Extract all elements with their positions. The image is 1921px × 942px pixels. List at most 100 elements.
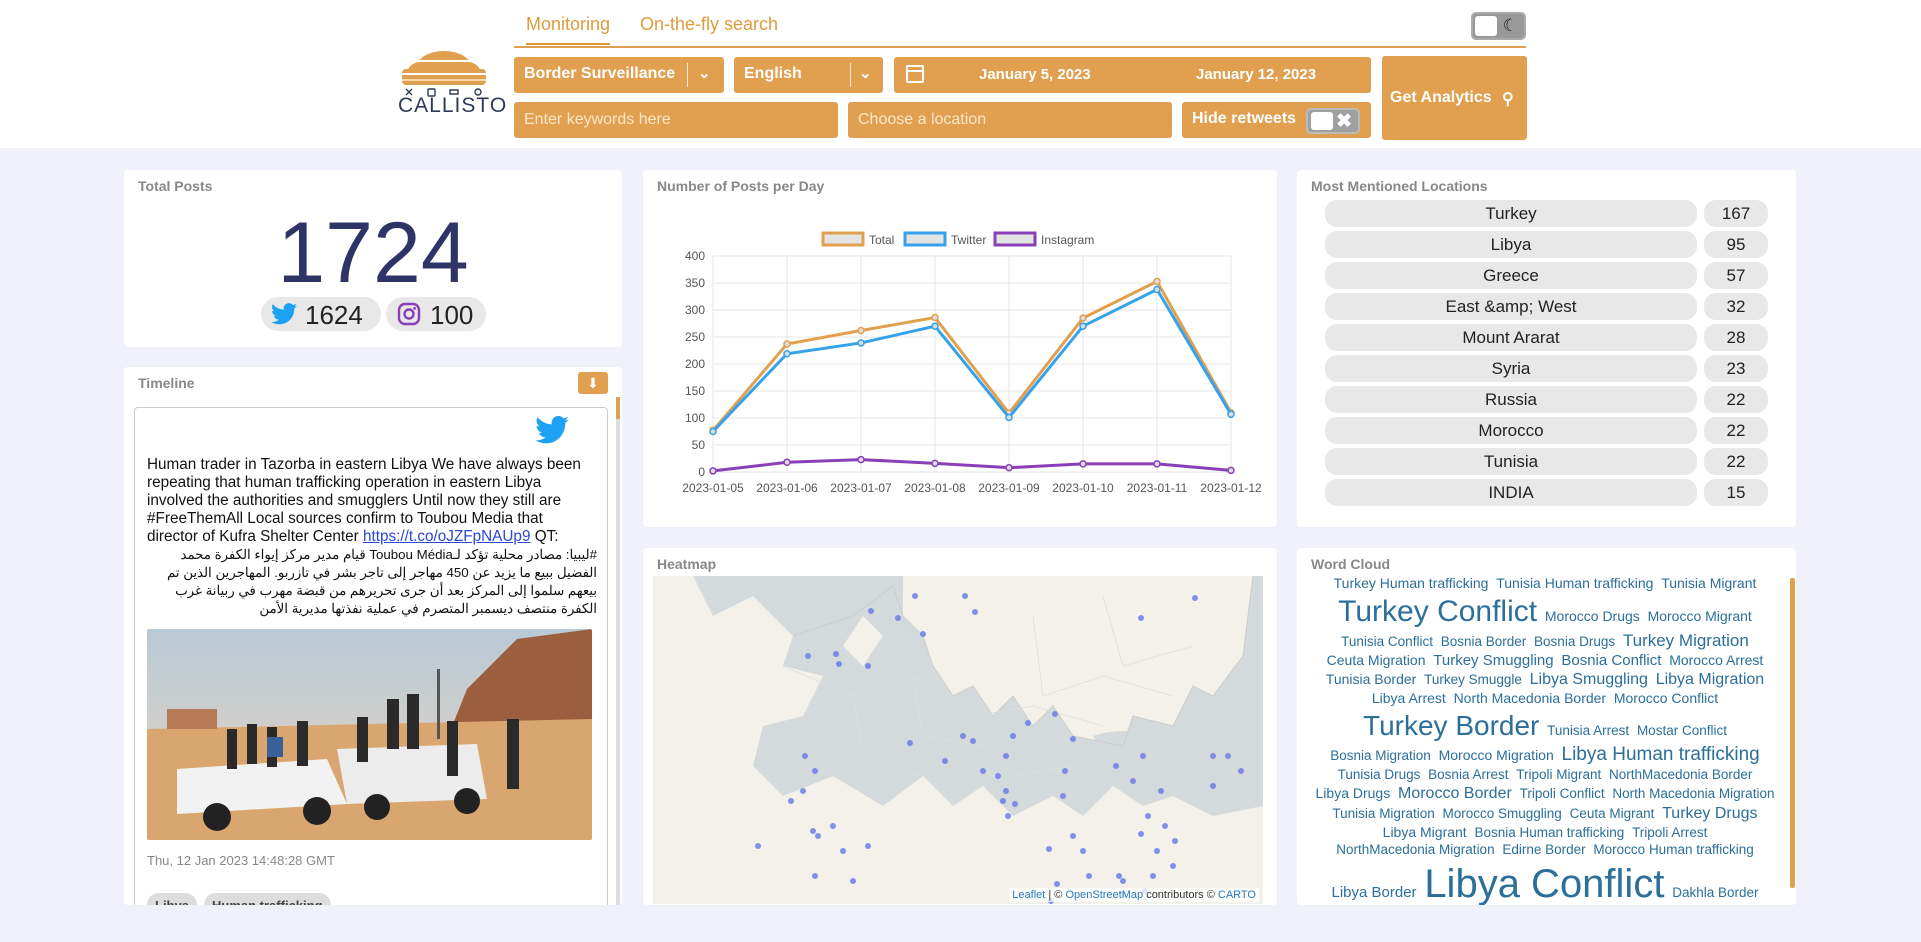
word-cloud-scrollbar[interactable] [1790,578,1795,888]
word-cloud-term[interactable]: Tunisia Border [1325,671,1417,688]
word-cloud-term[interactable]: Tunisia Migrant [1661,575,1757,591]
word-cloud-term[interactable]: Tripoli Migrant [1516,767,1602,782]
word-cloud-term[interactable]: Bosnia Human trafficking [1474,824,1625,840]
legend-swatch [821,231,865,247]
word-cloud-term[interactable]: Bosnia Arrest [1428,767,1509,782]
word-cloud-term[interactable]: Tunisia Drugs [1337,767,1421,782]
word-cloud-term[interactable]: Edirne Border [1502,841,1586,857]
date-start: January 5, 2023 [979,66,1091,83]
heatmap-point [1003,753,1009,759]
word-cloud-term[interactable]: Libya Arrest [1371,690,1446,707]
word-cloud-term[interactable]: Bosnia Drugs [1534,634,1616,650]
word-cloud-term[interactable]: Turkey Drugs [1662,804,1758,822]
twitter-count-pill: 1624 [261,297,381,331]
location-count: 22 [1704,448,1768,475]
word-cloud-term[interactable]: NorthMacedonia Border [1609,767,1753,782]
heatmap-map[interactable]: Leaflet | © OpenStreetMap contributors ©… [653,576,1263,904]
word-cloud-term[interactable]: Dakhla Border [1672,884,1759,900]
twitter-icon [535,416,569,444]
location-row[interactable]: Morocco 22 [1325,417,1770,444]
word-cloud-term[interactable]: Tunisia Conflict [1341,634,1433,650]
word-cloud-term[interactable]: NorthMacedonia Migration [1336,841,1495,857]
post-link[interactable]: https://t.co/oJZFpNAUp9 [362,528,531,545]
x-tick-label: 2023-01-05 [682,481,744,495]
word-cloud-term[interactable]: Tripoli Conflict [1519,785,1605,801]
card-title: Word Cloud [1311,556,1391,572]
word-cloud-term[interactable]: Libya Human trafficking [1561,744,1760,766]
carto-link[interactable]: CARTO [1217,889,1256,901]
word-cloud-term[interactable]: Ceuta Migration [1326,651,1426,668]
word-cloud-term[interactable]: Libya Migration [1655,671,1765,689]
word-cloud-term[interactable]: North Macedonia Border [1453,690,1607,707]
location-row[interactable]: Russia 22 [1325,386,1770,413]
word-cloud-term[interactable]: Turkey Conflict [1338,594,1538,628]
download-button[interactable]: ⬇ [578,372,608,394]
word-cloud-term[interactable]: Ceuta Migrant [1569,805,1655,821]
location-name: East &amp; West [1325,293,1697,320]
keywords-input[interactable]: Enter keywords here [514,102,838,138]
location-row[interactable]: East &amp; West 32 [1325,293,1770,320]
data-point [709,427,717,436]
word-cloud-term[interactable]: Libya Border [1331,883,1417,901]
dark-mode-toggle[interactable]: ☾ [1471,12,1526,40]
data-point [1227,410,1235,418]
timeline-scrollbar[interactable] [616,397,620,905]
location-row[interactable]: Libya 95 [1325,231,1770,258]
word-cloud-term[interactable]: Bosnia Conflict [1561,651,1662,669]
word-cloud-term[interactable]: Morocco Migration [1438,747,1554,764]
word-cloud-term[interactable]: Bosnia Migration [1330,748,1431,764]
word-cloud-term[interactable]: Tripoli Arrest [1632,824,1708,840]
word-cloud-term[interactable]: Morocco Migrant [1647,607,1752,624]
word-cloud-term[interactable]: Morocco Smuggling [1442,805,1562,821]
data-point [1005,413,1013,422]
scrollbar-thumb[interactable] [616,397,620,419]
word-cloud-term[interactable]: Tunisia Arrest [1547,723,1630,739]
word-cloud-term[interactable]: Morocco Conflict [1613,690,1719,707]
data-point [931,459,939,468]
word-cloud-term[interactable]: Turkey Migration [1622,631,1749,651]
word-cloud-term[interactable]: Tunisia Migration [1332,805,1435,821]
x-tick-label: 2023-01-06 [756,481,818,495]
location-row[interactable]: Greece 57 [1325,262,1770,289]
word-cloud-term[interactable]: Morocco Arrest [1669,651,1764,668]
location-row[interactable]: INDIA 15 [1325,479,1770,506]
osm-link[interactable]: OpenStreetMap [1065,889,1144,901]
word-cloud-term[interactable]: North Macedonia Migration [1612,785,1775,801]
heatmap-point [1238,768,1244,774]
location-row[interactable]: Turkey 167 [1325,200,1770,227]
date-range-picker[interactable]: January 5, 2023 January 12, 2023 [894,57,1371,93]
y-tick-label: 200 [685,357,705,371]
hide-retweets-toggle[interactable]: ✖ [1306,108,1360,134]
tab-monitoring[interactable]: Monitoring [526,14,611,45]
post-tag[interactable]: Libya [147,893,197,905]
post-tag[interactable]: Human trafficking [204,893,331,905]
word-cloud-term[interactable]: Libya Drugs [1315,784,1391,801]
word-cloud-term[interactable]: Tunisia Human trafficking [1496,575,1654,591]
word-cloud-term[interactable]: Mostar Conflict [1636,723,1727,739]
location-row[interactable]: Syria 23 [1325,355,1770,382]
word-cloud-term[interactable]: Bosnia Border [1440,634,1527,650]
heatmap-point [1116,873,1122,879]
location-row[interactable]: Mount Ararat 28 [1325,324,1770,351]
location-input[interactable]: Choose a location [848,102,1172,138]
series-line-twitter [711,287,1233,433]
word-cloud-term[interactable]: Turkey Smuggle [1424,672,1522,688]
word-cloud-term[interactable]: Turkey Human trafficking [1333,575,1489,591]
word-cloud-term[interactable]: Libya Conflict [1424,861,1665,905]
word-cloud-term[interactable]: Morocco Drugs [1544,607,1640,624]
word-cloud-term[interactable]: Libya Smuggling [1529,671,1648,689]
word-cloud-term[interactable]: Turkey Border [1363,710,1540,742]
location-row[interactable]: Tunisia 22 [1325,448,1770,475]
heatmap-point [868,608,874,614]
language-select[interactable]: English ⌄ [734,57,883,93]
word-cloud-term[interactable]: Turkey Smuggling [1433,651,1554,669]
topic-select[interactable]: Border Surveillance ⌄ [514,57,724,93]
heatmap-point [907,740,913,746]
word-cloud-term[interactable]: Morocco Human trafficking [1593,841,1754,857]
word-cloud-term[interactable]: Morocco Border [1397,784,1512,802]
get-analytics-button[interactable]: Get Analytics ⚲ [1382,56,1527,140]
tab-on-the-fly-search[interactable]: On-the-fly search [640,14,779,34]
card-title: Timeline [138,375,195,391]
word-cloud-term[interactable]: Libya Migrant [1382,823,1467,840]
leaflet-link[interactable]: Leaflet [1012,889,1046,901]
